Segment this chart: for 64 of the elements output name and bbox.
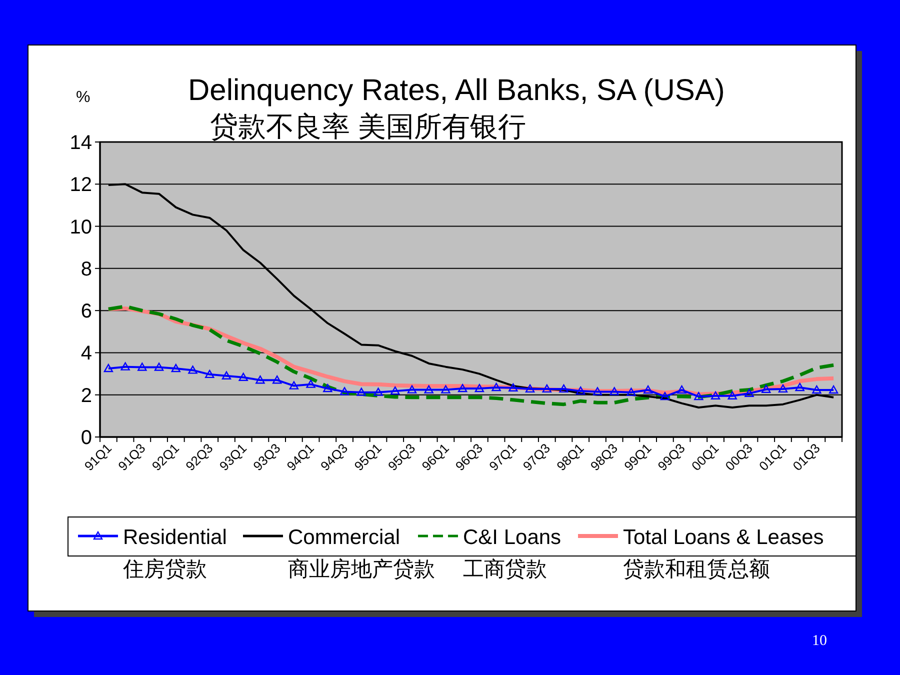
y-tick-label: 6 — [80, 300, 92, 323]
point — [559, 384, 568, 393]
point — [374, 388, 383, 396]
point — [222, 371, 232, 380]
point — [272, 376, 282, 384]
point — [728, 391, 737, 400]
point — [677, 385, 686, 394]
point — [542, 384, 552, 393]
y-tick-label: 10 — [70, 216, 92, 238]
point — [592, 387, 602, 396]
text: 工商贷款 — [463, 557, 547, 581]
point — [390, 386, 400, 395]
point — [508, 383, 518, 392]
chart-subtitle: 贷款不良率 美国所有银行 — [210, 111, 526, 142]
point — [205, 370, 214, 378]
legend-label: Residential — [123, 526, 227, 549]
legend-label: Commercial — [288, 526, 400, 549]
y-axis-title: % — [76, 89, 90, 106]
point — [424, 385, 434, 394]
point — [306, 380, 316, 388]
point — [795, 382, 804, 392]
y-tick-label: 14 — [70, 132, 92, 154]
point — [340, 387, 350, 396]
point — [171, 364, 180, 372]
point — [104, 364, 114, 372]
point — [525, 384, 535, 393]
point — [256, 376, 265, 384]
point — [120, 362, 130, 370]
y-tick-label: 2 — [80, 384, 92, 407]
point — [474, 384, 484, 392]
y-tick-label: 8 — [80, 258, 92, 280]
point — [694, 392, 704, 400]
point — [710, 391, 720, 400]
point — [744, 388, 754, 397]
point — [492, 382, 501, 392]
point — [458, 384, 468, 392]
point — [138, 362, 147, 371]
text: 商业房地产贷款 — [288, 557, 435, 581]
y-tick-label: 0 — [80, 427, 92, 449]
point — [289, 381, 299, 390]
y-tick-label: 4 — [80, 342, 92, 365]
point — [828, 385, 838, 394]
point — [778, 384, 788, 393]
point — [154, 362, 164, 371]
legend-label: C&I Loans — [463, 526, 562, 549]
point — [576, 386, 586, 395]
point — [407, 385, 417, 394]
point — [812, 385, 822, 394]
text: 住房贷款 — [122, 557, 207, 581]
chart-title: Delinquency Rates, All Banks, SA (USA) — [188, 74, 725, 107]
legend-label: Total Loans & Leases — [623, 526, 824, 549]
point — [188, 366, 198, 374]
point — [323, 384, 332, 392]
point — [626, 388, 636, 396]
point — [441, 385, 450, 394]
y-tick-label: 12 — [70, 174, 92, 196]
text: 贷款和租赁总额 — [623, 557, 770, 581]
point — [660, 392, 670, 400]
point — [610, 387, 619, 396]
point — [762, 384, 771, 393]
point — [356, 388, 366, 396]
text: 10 — [812, 633, 827, 649]
point — [238, 372, 248, 381]
point — [643, 385, 653, 394]
